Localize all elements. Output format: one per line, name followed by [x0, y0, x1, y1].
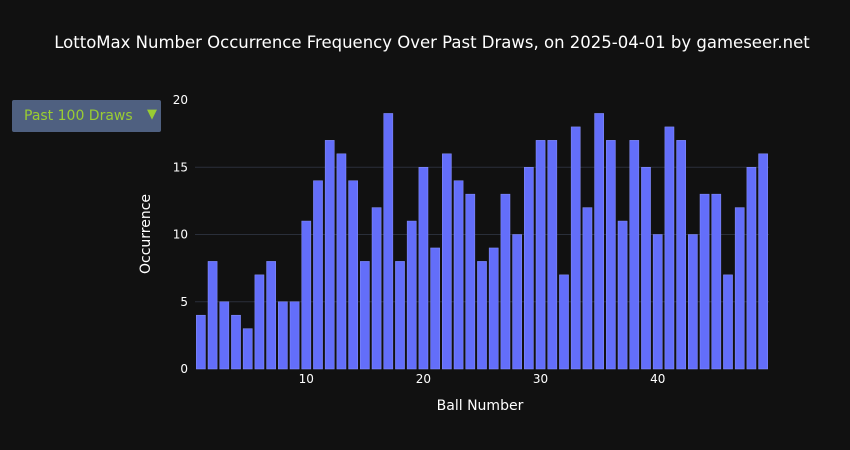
y-tick-label: 0	[180, 362, 188, 376]
x-tick-label: 30	[533, 372, 548, 386]
bar	[652, 234, 663, 370]
bar	[360, 261, 370, 370]
bar	[418, 167, 429, 370]
bar	[606, 140, 616, 370]
bar	[547, 140, 558, 370]
bar	[231, 314, 241, 370]
y-tick-label: 10	[173, 228, 188, 242]
bar	[664, 126, 675, 370]
bar	[723, 274, 733, 370]
bar	[395, 261, 405, 370]
y-axis-title: Occurrence	[138, 194, 154, 274]
x-axis-ticks: 10 20 30 40	[299, 372, 666, 386]
bar	[641, 167, 651, 370]
bar	[524, 167, 534, 370]
bar	[442, 153, 452, 370]
bar	[207, 261, 218, 370]
bar	[430, 247, 440, 370]
bar	[676, 140, 686, 370]
bar	[219, 301, 230, 370]
bar	[535, 140, 546, 370]
bar	[711, 193, 722, 370]
bar	[465, 193, 476, 370]
bar	[196, 314, 206, 370]
bar	[734, 207, 745, 370]
x-tick-label: 40	[650, 372, 665, 386]
bar	[570, 126, 581, 370]
x-axis-title: Ball Number	[437, 398, 524, 414]
bar	[477, 261, 487, 370]
bar	[406, 220, 417, 370]
bars	[196, 113, 768, 370]
draws-range-dropdown[interactable]: Past 100 Draws ▼	[12, 100, 161, 132]
bar	[336, 153, 347, 370]
bar	[348, 180, 358, 370]
x-tick-label: 10	[299, 372, 314, 386]
bar	[301, 220, 312, 370]
bar	[488, 247, 499, 370]
bar	[582, 207, 593, 370]
bar	[324, 140, 335, 370]
bar	[629, 140, 640, 370]
chart-title: LottoMax Number Occurrence Frequency Ove…	[54, 33, 810, 52]
dropdown-selected-value: Past 100 Draws	[24, 108, 133, 124]
bar	[758, 153, 768, 370]
bar	[371, 207, 382, 370]
bar	[594, 113, 604, 370]
bar	[688, 234, 698, 370]
bar	[289, 301, 300, 370]
bar	[278, 301, 288, 370]
bar	[254, 274, 265, 370]
bar	[617, 220, 628, 370]
y-tick-label: 5	[180, 295, 188, 309]
bar	[266, 261, 276, 370]
y-axis-ticks: 0 5 10 15 20	[173, 93, 188, 376]
y-tick-label: 15	[173, 160, 188, 174]
chevron-down-icon: ▼	[147, 107, 157, 122]
x-tick-label: 20	[416, 372, 431, 386]
bar	[699, 193, 710, 370]
y-tick-label: 20	[173, 93, 188, 107]
bar	[559, 274, 569, 370]
bar	[746, 167, 757, 370]
bar	[313, 180, 323, 370]
bar	[453, 180, 464, 370]
bar	[512, 234, 522, 370]
bar	[383, 113, 394, 370]
bar	[500, 193, 511, 370]
bar	[242, 328, 253, 370]
